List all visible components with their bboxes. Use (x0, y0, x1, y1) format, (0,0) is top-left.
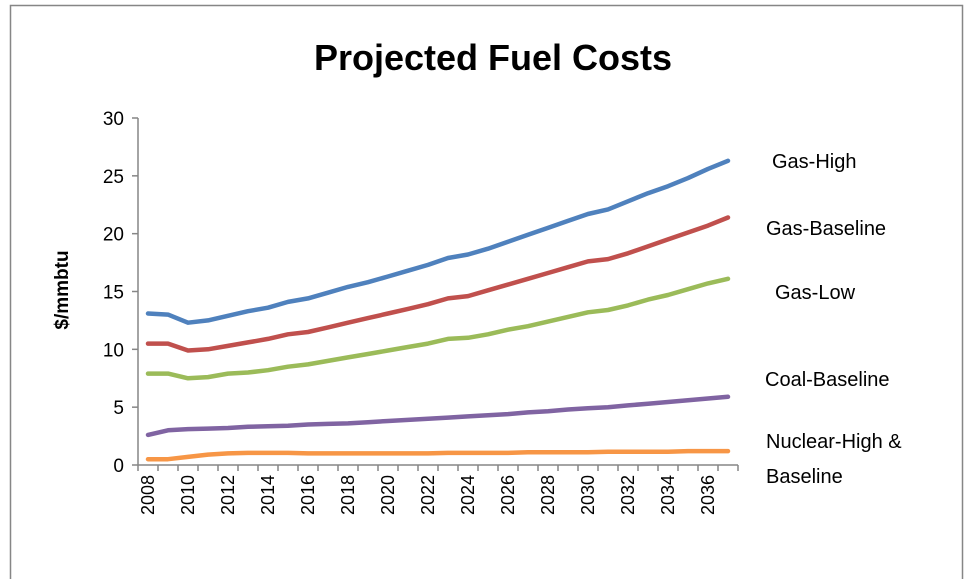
chart-title: Projected Fuel Costs (314, 37, 672, 78)
series-line (145, 276, 731, 381)
y-tick-label: 5 (113, 398, 124, 419)
y-tick-label: 20 (103, 225, 124, 246)
y-tick-label: 0 (113, 456, 124, 477)
series-label: Gas-Baseline (766, 218, 887, 240)
series-line (145, 448, 731, 462)
series-label: Nuclear-High & Baseline (766, 431, 902, 488)
x-tick-label: 2030 (578, 475, 598, 515)
x-tick-label: 2026 (498, 475, 518, 515)
x-tick-label: 2034 (658, 475, 678, 515)
x-tick-label: 2022 (418, 475, 438, 515)
x-tick-label: 2024 (458, 475, 478, 515)
x-tick-label: 2018 (338, 475, 358, 515)
x-tick-label: 2028 (538, 475, 558, 515)
x-tick-label: 2012 (218, 475, 238, 515)
y-tick-label: 30 (103, 109, 124, 130)
series-line (145, 394, 731, 438)
series-line (145, 158, 731, 325)
y-tick-label: 25 (103, 167, 124, 188)
series-label: Gas-High (772, 151, 857, 173)
series-label: Coal-Baseline (765, 369, 890, 391)
series-label: Gas-Low (775, 282, 856, 304)
x-tick-label: 2036 (698, 475, 718, 515)
x-tick-label: 2008 (138, 475, 158, 515)
x-tick-label: 2020 (378, 475, 398, 515)
x-tick-label: 2010 (178, 475, 198, 515)
y-tick-label: 10 (103, 340, 124, 361)
series-line (145, 215, 731, 353)
y-tick-label: 15 (103, 283, 124, 304)
y-axis-label: $/mmbtu (52, 250, 73, 329)
x-tick-label: 2014 (258, 475, 278, 515)
x-tick-label: 2032 (618, 475, 638, 515)
x-tick-label: 2016 (298, 475, 318, 515)
